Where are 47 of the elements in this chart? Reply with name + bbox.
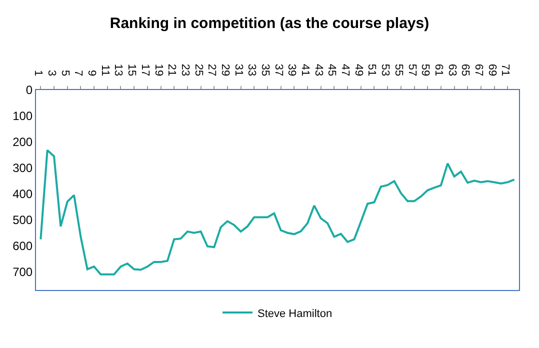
x-tick-label: 67 bbox=[472, 64, 484, 76]
x-tick-label: 37 bbox=[272, 64, 284, 76]
x-tick-label: 5 bbox=[58, 70, 71, 76]
x-tick-label: 23 bbox=[178, 64, 191, 76]
y-tick-label: 400 bbox=[12, 187, 33, 202]
x-tick-label: 41 bbox=[299, 64, 312, 76]
y-tick-label: 600 bbox=[12, 239, 33, 254]
x-tick-label: 25 bbox=[192, 64, 204, 76]
x-tick-label: 57 bbox=[406, 64, 418, 76]
x-tick-label: 51 bbox=[366, 64, 378, 76]
y-tick-label: 500 bbox=[12, 213, 33, 228]
x-tick-label: 39 bbox=[286, 64, 298, 76]
x-tick-label: 47 bbox=[339, 64, 352, 76]
x-tick-label: 9 bbox=[86, 70, 98, 76]
x-tick-label: 31 bbox=[232, 64, 244, 76]
x-tick-label: 33 bbox=[246, 64, 258, 76]
chart-title: Ranking in competition (as the course plays) bbox=[110, 14, 430, 32]
y-tick-label: 0 bbox=[26, 83, 33, 98]
x-tick-label: 27 bbox=[206, 64, 218, 76]
y-tick-label: 300 bbox=[12, 161, 33, 176]
x-tick-label: 7 bbox=[72, 70, 84, 76]
y-tick-label: 200 bbox=[12, 135, 33, 150]
x-tick-label: 3 bbox=[46, 70, 58, 76]
x-tick-label: 1 bbox=[32, 70, 44, 76]
line-series bbox=[40, 149, 516, 276]
legend-label: Steve Hamilton bbox=[258, 308, 332, 320]
x-tick-label: 19 bbox=[152, 64, 164, 76]
y-tick-label: 700 bbox=[12, 265, 33, 280]
x-tick-label: 71 bbox=[499, 64, 512, 76]
x-tick-label: 65 bbox=[459, 64, 472, 76]
x-tick-label: 45 bbox=[326, 64, 338, 76]
x-tick-label: 63 bbox=[446, 64, 458, 76]
x-tick-label: 53 bbox=[379, 64, 392, 76]
x-tick-label: 29 bbox=[218, 64, 231, 76]
x-tick-label: 69 bbox=[486, 64, 498, 76]
x-tick-label: 21 bbox=[166, 64, 178, 76]
x-tick-label: 49 bbox=[352, 64, 364, 76]
x-tick-label: 43 bbox=[312, 64, 324, 76]
y-tick-label: 100 bbox=[12, 109, 33, 124]
x-tick-label: 13 bbox=[112, 64, 124, 76]
x-tick-label: 11 bbox=[98, 64, 111, 76]
x-tick-label: 15 bbox=[126, 64, 138, 76]
x-tick-label: 55 bbox=[392, 64, 404, 76]
x-tick-label: 35 bbox=[258, 64, 271, 76]
x-tick-label: 59 bbox=[419, 64, 432, 76]
x-tick-label: 61 bbox=[432, 64, 444, 76]
x-tick-label: 17 bbox=[138, 64, 151, 76]
